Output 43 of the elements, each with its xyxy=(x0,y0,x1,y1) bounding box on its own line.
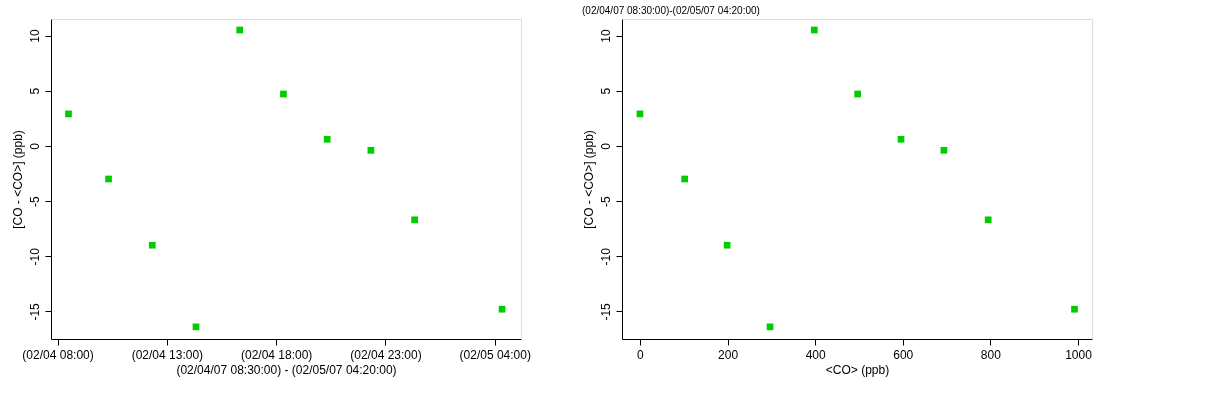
x-tick-label: 1000 xyxy=(1065,347,1093,362)
point xyxy=(280,90,287,98)
point xyxy=(367,146,375,154)
y-tick-label: -15 xyxy=(598,302,613,321)
x-tick-label: (02/04 18:00) xyxy=(240,347,313,362)
y-tick-label: -5 xyxy=(598,195,613,207)
y-tick-label: 10 xyxy=(27,29,42,43)
y-tick-label: 0 xyxy=(598,142,613,150)
point xyxy=(105,175,112,183)
point xyxy=(723,241,731,249)
point xyxy=(854,90,862,98)
x-tick-label: 0 xyxy=(637,347,645,362)
y-tick-label: 5 xyxy=(27,87,42,95)
point xyxy=(148,241,156,249)
x-tick-label: (02/04 13:00) xyxy=(131,347,204,362)
y-tick-label: 5 xyxy=(598,87,613,95)
y-tick-label: -15 xyxy=(27,302,42,321)
point xyxy=(681,175,688,183)
y-tick-label: 10 xyxy=(598,29,613,43)
chart-title: (02/04/07 08:30:00)-(02/05/07 04:20:00) xyxy=(582,5,760,16)
y-tick-label: -5 xyxy=(27,195,42,207)
x-tick-label: 400 xyxy=(805,347,826,362)
y-tick-label: -10 xyxy=(598,247,613,266)
x-tick-label: (02/04 08:00) xyxy=(22,347,94,362)
x-tick-label: 600 xyxy=(893,347,914,362)
y-axis-title: [CO - <CO>] (ppb) xyxy=(581,130,596,229)
point xyxy=(1071,305,1078,313)
x-tick-label: 800 xyxy=(980,347,1002,362)
point xyxy=(984,216,992,224)
point xyxy=(897,135,905,143)
point xyxy=(323,135,331,143)
x-tick-label: (02/04 23:00) xyxy=(350,347,422,362)
point xyxy=(940,146,948,154)
point xyxy=(411,216,418,224)
x-axis-title: (02/04/07 08:30:00) - (02/05/07 04:20:00) xyxy=(176,362,397,377)
x-axis-title: <CO> (ppb) xyxy=(825,362,890,377)
point xyxy=(810,26,818,34)
y-tick-label: 0 xyxy=(27,142,42,150)
x-tick-label: (02/05 04:00) xyxy=(459,347,531,362)
y-tick-label: -10 xyxy=(27,247,42,266)
point xyxy=(236,26,244,34)
x-tick-label: 200 xyxy=(718,347,739,362)
y-axis-title: [CO - <CO>] (ppb) xyxy=(10,130,25,229)
